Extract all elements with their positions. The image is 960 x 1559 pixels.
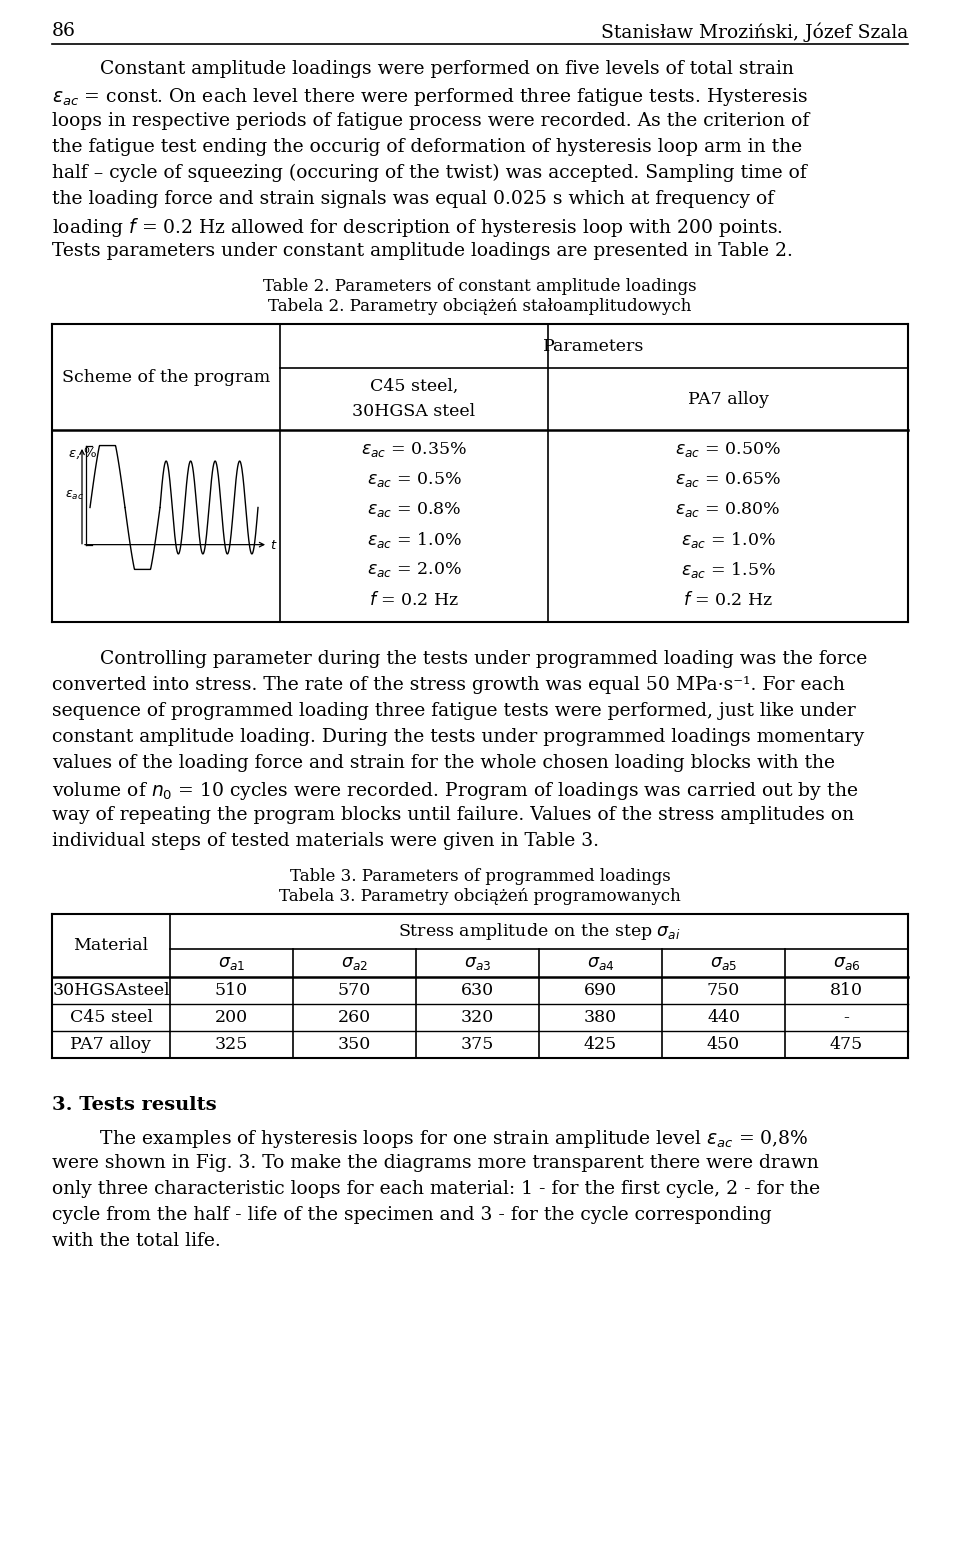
Text: 3. Tests results: 3. Tests results xyxy=(52,1096,217,1115)
Text: the loading force and strain signals was equal 0.025 s which at frequency of: the loading force and strain signals was… xyxy=(52,190,774,207)
Text: $\varepsilon_{ac}$ = 0.5%: $\varepsilon_{ac}$ = 0.5% xyxy=(367,469,462,490)
Text: $\varepsilon_{ac}$ = 0.8%: $\varepsilon_{ac}$ = 0.8% xyxy=(367,500,461,519)
Text: $\varepsilon_{ac}$ = 0.50%: $\varepsilon_{ac}$ = 0.50% xyxy=(675,440,781,458)
Text: way of repeating the program blocks until failure. Values of the stress amplitud: way of repeating the program blocks unti… xyxy=(52,806,854,825)
Text: $\sigma_{a4}$: $\sigma_{a4}$ xyxy=(587,954,614,971)
Text: converted into stress. The rate of the stress growth was equal 50 MPa·s⁻¹. For e: converted into stress. The rate of the s… xyxy=(52,677,845,694)
Text: 750: 750 xyxy=(707,982,740,999)
Text: $f$ = 0.2 Hz: $f$ = 0.2 Hz xyxy=(683,591,773,608)
Text: $t$: $t$ xyxy=(270,539,277,552)
Text: Stress amplitude on the step $\sigma_{ai}$: Stress amplitude on the step $\sigma_{ai… xyxy=(397,921,681,942)
Text: $\sigma_{a3}$: $\sigma_{a3}$ xyxy=(464,954,492,971)
Text: 630: 630 xyxy=(461,982,494,999)
Text: 570: 570 xyxy=(338,982,372,999)
Text: 86: 86 xyxy=(52,22,76,41)
Text: individual steps of tested materials were given in Table 3.: individual steps of tested materials wer… xyxy=(52,833,599,850)
Text: The examples of hysteresis loops for one strain amplitude level $\varepsilon_{ac: The examples of hysteresis loops for one… xyxy=(52,1129,808,1151)
Text: 260: 260 xyxy=(338,1009,372,1026)
Text: Constant amplitude loadings were performed on five levels of total strain: Constant amplitude loadings were perform… xyxy=(52,59,794,78)
Text: $\sigma_{a1}$: $\sigma_{a1}$ xyxy=(218,954,245,971)
Text: 320: 320 xyxy=(461,1009,494,1026)
Text: $\varepsilon_{ac}$ = 0.80%: $\varepsilon_{ac}$ = 0.80% xyxy=(675,500,780,519)
Text: 375: 375 xyxy=(461,1037,494,1052)
Text: 510: 510 xyxy=(215,982,248,999)
Text: Controlling parameter during the tests under programmed loading was the force: Controlling parameter during the tests u… xyxy=(52,650,867,667)
Text: Tests parameters under constant amplitude loadings are presented in Table 2.: Tests parameters under constant amplitud… xyxy=(52,242,793,260)
Text: 350: 350 xyxy=(338,1037,372,1052)
Text: C45 steel: C45 steel xyxy=(69,1009,153,1026)
Text: Material: Material xyxy=(73,937,149,954)
Text: 440: 440 xyxy=(707,1009,740,1026)
Text: Tabela 3. Parametry obciążeń programowanych: Tabela 3. Parametry obciążeń programowan… xyxy=(279,889,681,906)
Text: only three characteristic loops for each material: 1 - for the first cycle, 2 - : only three characteristic loops for each… xyxy=(52,1180,820,1197)
Text: $\sigma_{a6}$: $\sigma_{a6}$ xyxy=(832,954,860,971)
Text: PA7 alloy: PA7 alloy xyxy=(70,1037,152,1052)
Text: loops in respective periods of fatigue process were recorded. As the criterion o: loops in respective periods of fatigue p… xyxy=(52,112,809,129)
Text: constant amplitude loading. During the tests under programmed loadings momentary: constant amplitude loading. During the t… xyxy=(52,728,864,747)
Text: 450: 450 xyxy=(707,1037,740,1052)
Text: 200: 200 xyxy=(215,1009,248,1026)
Text: Scheme of the program: Scheme of the program xyxy=(61,368,270,385)
Text: half – cycle of squeezing (occuring of the twist) was accepted. Sampling time of: half – cycle of squeezing (occuring of t… xyxy=(52,164,806,182)
Text: $\varepsilon_{ac}$: $\varepsilon_{ac}$ xyxy=(65,488,84,502)
Text: Table 3. Parameters of programmed loadings: Table 3. Parameters of programmed loadin… xyxy=(290,868,670,886)
Text: -: - xyxy=(844,1009,850,1026)
Text: $\varepsilon_{ac}$ = 0.65%: $\varepsilon_{ac}$ = 0.65% xyxy=(675,469,781,490)
Text: with the total life.: with the total life. xyxy=(52,1232,221,1250)
Text: PA7 alloy: PA7 alloy xyxy=(687,390,769,407)
Text: $\varepsilon_{ac}$ = 0.35%: $\varepsilon_{ac}$ = 0.35% xyxy=(361,440,467,458)
Text: 380: 380 xyxy=(584,1009,617,1026)
Text: Tabela 2. Parametry obciążeń stałoamplitudowych: Tabela 2. Parametry obciążeń stałoamplit… xyxy=(268,298,692,315)
Text: cycle from the half - life of the specimen and 3 - for the cycle corresponding: cycle from the half - life of the specim… xyxy=(52,1207,772,1224)
Text: sequence of programmed loading three fatigue tests were performed, just like und: sequence of programmed loading three fat… xyxy=(52,702,855,720)
Text: $\varepsilon_{ac}$ = 1.0%: $\varepsilon_{ac}$ = 1.0% xyxy=(681,530,776,549)
Text: were shown in Fig. 3. To make the diagrams more transparent there were drawn: were shown in Fig. 3. To make the diagra… xyxy=(52,1154,819,1172)
Text: 325: 325 xyxy=(215,1037,249,1052)
Text: $\varepsilon_{ac}$ = 1.5%: $\varepsilon_{ac}$ = 1.5% xyxy=(681,560,776,580)
Text: $f$ = 0.2 Hz: $f$ = 0.2 Hz xyxy=(369,591,459,608)
Text: values of the loading force and strain for the whole chosen loading blocks with : values of the loading force and strain f… xyxy=(52,755,835,772)
Text: Table 2. Parameters of constant amplitude loadings: Table 2. Parameters of constant amplitud… xyxy=(263,278,697,295)
Text: 810: 810 xyxy=(830,982,863,999)
Text: loading $f$ = 0.2 Hz allowed for description of hysteresis loop with 200 points.: loading $f$ = 0.2 Hz allowed for descrip… xyxy=(52,217,782,239)
Text: Parameters: Parameters xyxy=(543,337,645,354)
Text: the fatigue test ending the occurig of deformation of hysteresis loop arm in the: the fatigue test ending the occurig of d… xyxy=(52,139,803,156)
Text: Stanisław Mroziński, Józef Szala: Stanisław Mroziński, Józef Szala xyxy=(601,22,908,42)
Text: $\sigma_{a2}$: $\sigma_{a2}$ xyxy=(341,954,368,971)
Text: 475: 475 xyxy=(829,1037,863,1052)
Text: 425: 425 xyxy=(584,1037,617,1052)
Text: 690: 690 xyxy=(584,982,617,999)
Text: $\varepsilon_{ac}$ = 2.0%: $\varepsilon_{ac}$ = 2.0% xyxy=(367,560,462,578)
Text: $\varepsilon_{ac}$ = const. On each level there were performed three fatigue tes: $\varepsilon_{ac}$ = const. On each leve… xyxy=(52,86,807,108)
Text: $\varepsilon_{ac}$ = 1.0%: $\varepsilon_{ac}$ = 1.0% xyxy=(367,530,462,549)
Text: 30HGSAsteel: 30HGSAsteel xyxy=(52,982,170,999)
Text: C45 steel,
30HGSA steel: C45 steel, 30HGSA steel xyxy=(352,379,475,419)
Text: volume of $n_0$ = 10 cycles were recorded. Program of loadings was carried out b: volume of $n_0$ = 10 cycles were recorde… xyxy=(52,780,858,801)
Text: $\sigma_{a5}$: $\sigma_{a5}$ xyxy=(710,954,737,971)
Text: $\varepsilon$, %: $\varepsilon$, % xyxy=(68,446,98,461)
